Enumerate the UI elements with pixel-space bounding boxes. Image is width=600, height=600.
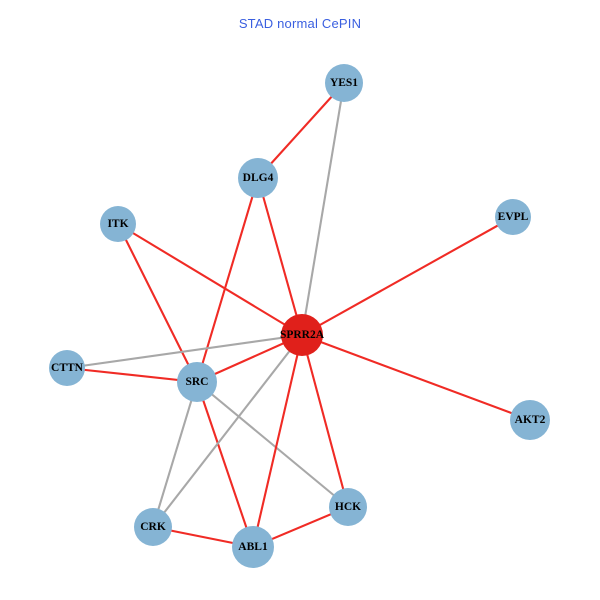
node-circle-sprr2a[interactable] [281,314,323,356]
node-src[interactable]: SRC [177,362,217,402]
node-abl1[interactable]: ABL1 [232,526,274,568]
node-sprr2a[interactable]: SPRR2A [280,314,325,356]
node-circle-akt2[interactable] [510,400,550,440]
node-circle-crk[interactable] [134,508,172,546]
node-circle-evpl[interactable] [495,199,531,235]
edge-yes1-dlg4 [257,82,345,179]
edge-cttn-src [66,366,198,384]
edge-src-hck [196,381,349,508]
node-circle-yes1[interactable] [325,64,363,102]
node-yes1[interactable]: YES1 [325,64,363,102]
edge-itk-src [117,223,198,383]
edge-src-abl1 [196,381,254,548]
edge-evpl-sprr2a [301,216,514,336]
edge-crk-sprr2a [152,334,303,528]
node-hck[interactable]: HCK [329,488,367,526]
page-title: STAD normal CePIN [238,16,362,31]
node-circle-src[interactable] [177,362,217,402]
node-cttn[interactable]: CTTN [49,350,85,386]
node-circle-hck[interactable] [329,488,367,526]
node-circle-cttn[interactable] [49,350,85,386]
node-circle-dlg4[interactable] [238,158,278,198]
node-layer: YES1 DLG4 ITK EVPL SPRR2A CTTN SRC AKT2 HCK CRK AB… [49,64,550,568]
node-circle-itk[interactable] [100,206,136,242]
edge-hck-sprr2a [300,334,350,508]
edge-src-crk [151,381,199,528]
edge-akt2-sprr2a [301,334,531,421]
edge-itk-sprr2a [117,223,303,336]
node-itk[interactable]: ITK [100,206,136,242]
node-crk[interactable]: CRK [134,508,172,546]
edge-cttn-sprr2a [66,333,303,370]
edge-abl1-sprr2a [251,334,304,548]
node-evpl[interactable]: EVPL [495,199,531,235]
node-dlg4[interactable]: DLG4 [238,158,278,198]
node-circle-abl1[interactable] [232,526,274,568]
edge-dlg4-src [195,177,260,383]
edge-yes1-sprr2a [300,82,346,336]
edge-dlg4-sprr2a [256,177,304,336]
node-akt2[interactable]: AKT2 [510,400,550,440]
